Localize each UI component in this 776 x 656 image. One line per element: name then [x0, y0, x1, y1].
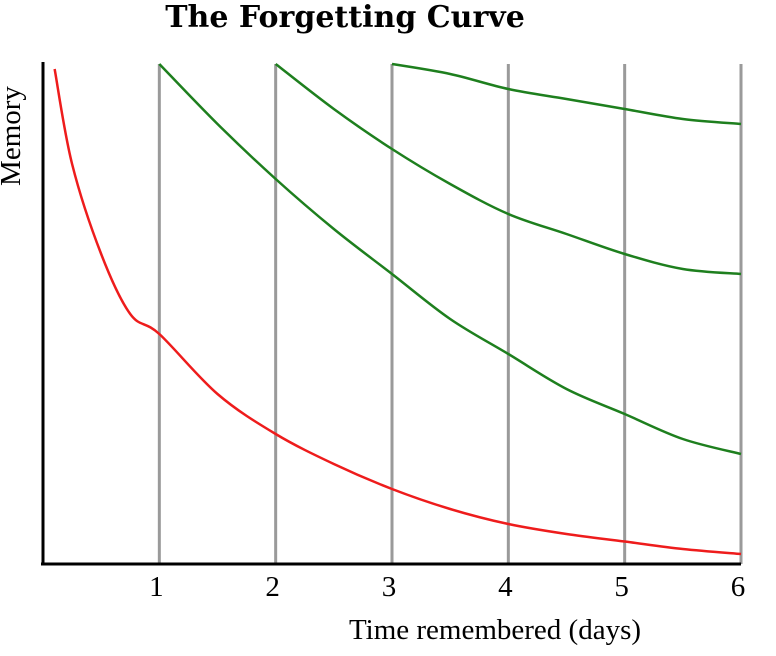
y-axis-label: Memory — [0, 86, 27, 186]
x-tick-label-1: 1 — [149, 571, 164, 603]
grid-lines — [157, 64, 743, 564]
review-curve-line-3 — [391, 62, 742, 126]
chart-title: The Forgetting Curve — [165, 0, 525, 35]
x-tick-labels: 1 2 3 4 5 6 — [149, 571, 745, 603]
data-series — [53, 62, 742, 556]
x-tick-label-2: 2 — [265, 571, 280, 603]
review-curve-line-1 — [158, 63, 742, 456]
x-tick-label-3: 3 — [382, 571, 397, 603]
x-axis-label: Time remembered (days) — [349, 614, 641, 646]
review-curve-line-2 — [274, 63, 742, 276]
x-tick-label-6: 6 — [731, 571, 746, 603]
forgetting-curve-line — [53, 68, 742, 556]
x-tick-label-4: 4 — [498, 571, 513, 603]
x-tick-label-5: 5 — [614, 571, 629, 603]
